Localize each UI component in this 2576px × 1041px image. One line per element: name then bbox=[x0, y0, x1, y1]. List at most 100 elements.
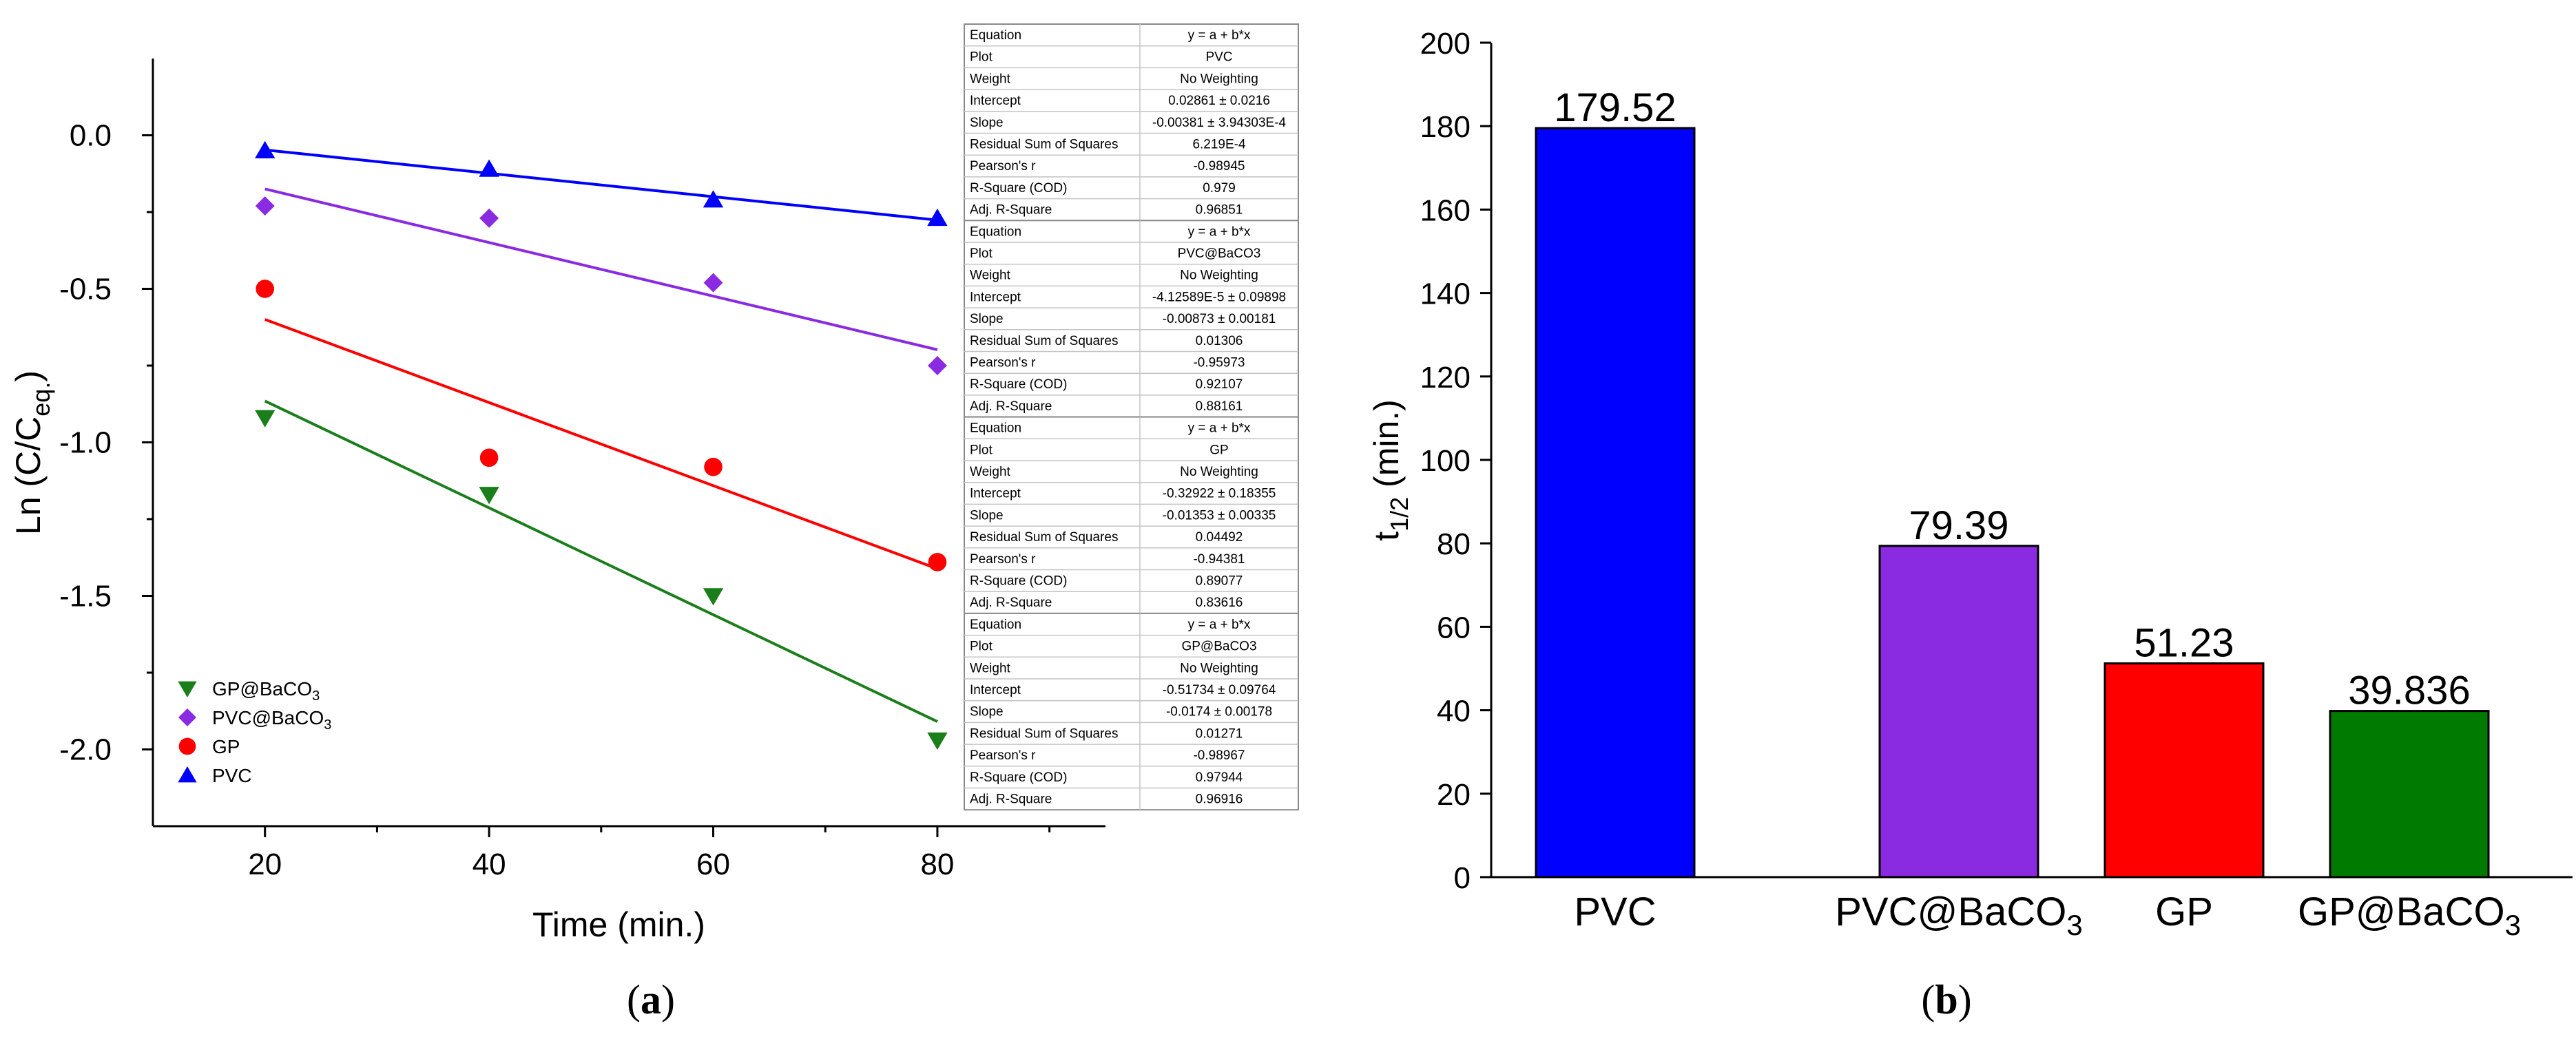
data-point bbox=[928, 553, 947, 571]
fit-table-key: Intercept bbox=[970, 290, 1021, 304]
legend-marker bbox=[178, 708, 196, 726]
fit-table-border bbox=[964, 612, 1299, 811]
fit-table-key: Adj. R-Square bbox=[970, 792, 1052, 807]
y-tick-label: 140 bbox=[1420, 277, 1471, 311]
legend-label: PVC@BaCO3 bbox=[212, 707, 331, 733]
panel-label-b: (b) bbox=[1921, 977, 1971, 1022]
category-label: GP@BaCO3 bbox=[2298, 890, 2521, 941]
fit-table-key: Slope bbox=[970, 705, 1004, 719]
data-point bbox=[703, 190, 724, 208]
fit-table-value: 6.219E-4 bbox=[1192, 138, 1246, 152]
fit-table-value: No Weighting bbox=[1180, 72, 1258, 86]
data-point bbox=[479, 487, 499, 505]
bar-value-label: 51.23 bbox=[2134, 621, 2234, 666]
fit-line bbox=[264, 318, 938, 570]
data-point bbox=[703, 273, 723, 293]
fit-table-key: Equation bbox=[970, 28, 1021, 43]
bar bbox=[1878, 545, 2039, 879]
panel-label-a: (a) bbox=[627, 977, 675, 1022]
fit-table: Equation y = a + b*x Plot PVC Weight No Weigh… bbox=[964, 23, 1299, 222]
fit-table-key: Weight bbox=[970, 72, 1011, 86]
fit-line bbox=[264, 187, 938, 351]
fit-table: Equation y = a + b*x Plot GP Weight No Weight… bbox=[964, 416, 1299, 614]
category-label: PVC bbox=[1574, 890, 1656, 934]
fit-table-value: 0.01306 bbox=[1196, 334, 1243, 348]
data-point bbox=[479, 159, 499, 177]
fit-table-value: y = a + b*x bbox=[1188, 618, 1251, 632]
y-tick-label: 160 bbox=[1420, 193, 1471, 227]
y-tick-label: -1.0 bbox=[59, 426, 112, 460]
data-point bbox=[255, 196, 275, 216]
fit-table-key: Residual Sum of Squares bbox=[970, 726, 1118, 741]
data-point bbox=[479, 448, 499, 467]
y-tick-label: 180 bbox=[1420, 110, 1471, 144]
fit-table-border bbox=[964, 220, 1299, 418]
fit-table-value: 0.88161 bbox=[1196, 399, 1243, 414]
y-tick-label: -2.0 bbox=[59, 733, 112, 767]
fit-table-key: R-Square (COD) bbox=[970, 377, 1067, 392]
fit-line bbox=[264, 399, 938, 723]
data-point bbox=[479, 208, 499, 228]
fit-table-key: Equation bbox=[970, 224, 1021, 239]
fit-table-value: -0.98967 bbox=[1193, 748, 1245, 763]
legend-marker bbox=[178, 766, 197, 783]
data-point bbox=[255, 410, 276, 428]
chart-a-kinetics-plot: 20 40 60 80 -2.0 -1.5 -1.0 -0.5 0.0 Time (min.) Ln… bbox=[9, 59, 1105, 944]
fit-table-value: No Weighting bbox=[1180, 661, 1258, 675]
fit-table-key: R-Square (COD) bbox=[970, 574, 1067, 589]
fit-table-value: 0.92107 bbox=[1196, 377, 1243, 392]
fit-table-key: Intercept bbox=[970, 683, 1021, 697]
y-axis-title: Ln (C/Ceq.) bbox=[9, 370, 55, 535]
fit-table-key: Weight bbox=[970, 661, 1011, 675]
fit-table-value: GP bbox=[1209, 443, 1228, 457]
legend: GP@BaCO3 PVC@BaCO3 GP PVC bbox=[178, 678, 331, 786]
fit-table-key: R-Square (COD) bbox=[970, 181, 1067, 196]
fit-table-value: 0.89077 bbox=[1196, 574, 1243, 589]
fit-table-key: Residual Sum of Squares bbox=[970, 334, 1118, 348]
fit-table-key: Slope bbox=[970, 312, 1004, 326]
y-tick-label: 80 bbox=[1437, 527, 1471, 561]
fit-table-value: -0.00381 ± 3.94303E-4 bbox=[1152, 116, 1287, 130]
y-tick-label: 0.0 bbox=[70, 119, 112, 153]
fit-table-key: Pearson's r bbox=[970, 552, 1036, 567]
fit-table-border bbox=[964, 416, 1299, 614]
x-axis-title: Time (min.) bbox=[532, 905, 705, 944]
legend-marker bbox=[178, 737, 196, 755]
fit-table-value: -0.0174 ± 0.00178 bbox=[1166, 705, 1272, 719]
fit-table-value: 0.83616 bbox=[1196, 596, 1243, 610]
data-point bbox=[256, 280, 275, 298]
fit-table-key: Adj. R-Square bbox=[970, 203, 1052, 218]
x-tick-label: 60 bbox=[696, 848, 730, 881]
y-tick-label: 60 bbox=[1437, 611, 1471, 644]
fit-table-value: 0.96916 bbox=[1196, 792, 1243, 807]
fit-table-value: GP@BaCO3 bbox=[1181, 640, 1256, 654]
y-tick-label: 40 bbox=[1437, 695, 1471, 728]
fit-table-key: Residual Sum of Squares bbox=[970, 138, 1118, 152]
fit-table-key: Adj. R-Square bbox=[970, 596, 1052, 610]
fit-table-key: Slope bbox=[970, 116, 1004, 130]
fit-statistics-tables: Equation y = a + b*x Plot PVC Weight No Weigh… bbox=[964, 23, 1299, 811]
fit-table-value: No Weighting bbox=[1180, 465, 1258, 479]
fit-table-value: -0.98945 bbox=[1193, 159, 1245, 174]
y-tick-label: 200 bbox=[1420, 27, 1471, 61]
category-label: GP bbox=[2155, 890, 2213, 934]
y-tick-label: -0.5 bbox=[59, 273, 112, 306]
fit-table-value: 0.979 bbox=[1203, 181, 1236, 196]
fit-table-key: Pearson's r bbox=[970, 748, 1036, 763]
fit-table-value: -0.51734 ± 0.09764 bbox=[1163, 683, 1276, 697]
fit-table-key: Intercept bbox=[970, 94, 1021, 108]
fit-table-value: PVC bbox=[1205, 50, 1232, 65]
fit-table-value: 0.96851 bbox=[1196, 203, 1243, 218]
fit-table-key: Plot bbox=[970, 50, 993, 65]
y-tick-label: -1.5 bbox=[59, 580, 112, 613]
legend-marker bbox=[178, 681, 197, 697]
data-point bbox=[927, 208, 948, 227]
fit-table: Equation y = a + b*x Plot PVC@BaCO3 Weight No… bbox=[964, 220, 1299, 418]
chart-b-half-life-bars: 0 20 40 60 80 100 120 140 160 180 200 t1/2 (min.) 17… bbox=[1367, 27, 2573, 941]
fit-table-key: Equation bbox=[970, 421, 1021, 436]
fit-table-value: -0.00873 ± 0.00181 bbox=[1163, 312, 1276, 326]
fit-table-value: -0.94381 bbox=[1193, 552, 1245, 567]
fit-line bbox=[264, 148, 938, 222]
fit-table-key: Slope bbox=[970, 508, 1004, 523]
fit-table-key: Weight bbox=[970, 269, 1011, 283]
